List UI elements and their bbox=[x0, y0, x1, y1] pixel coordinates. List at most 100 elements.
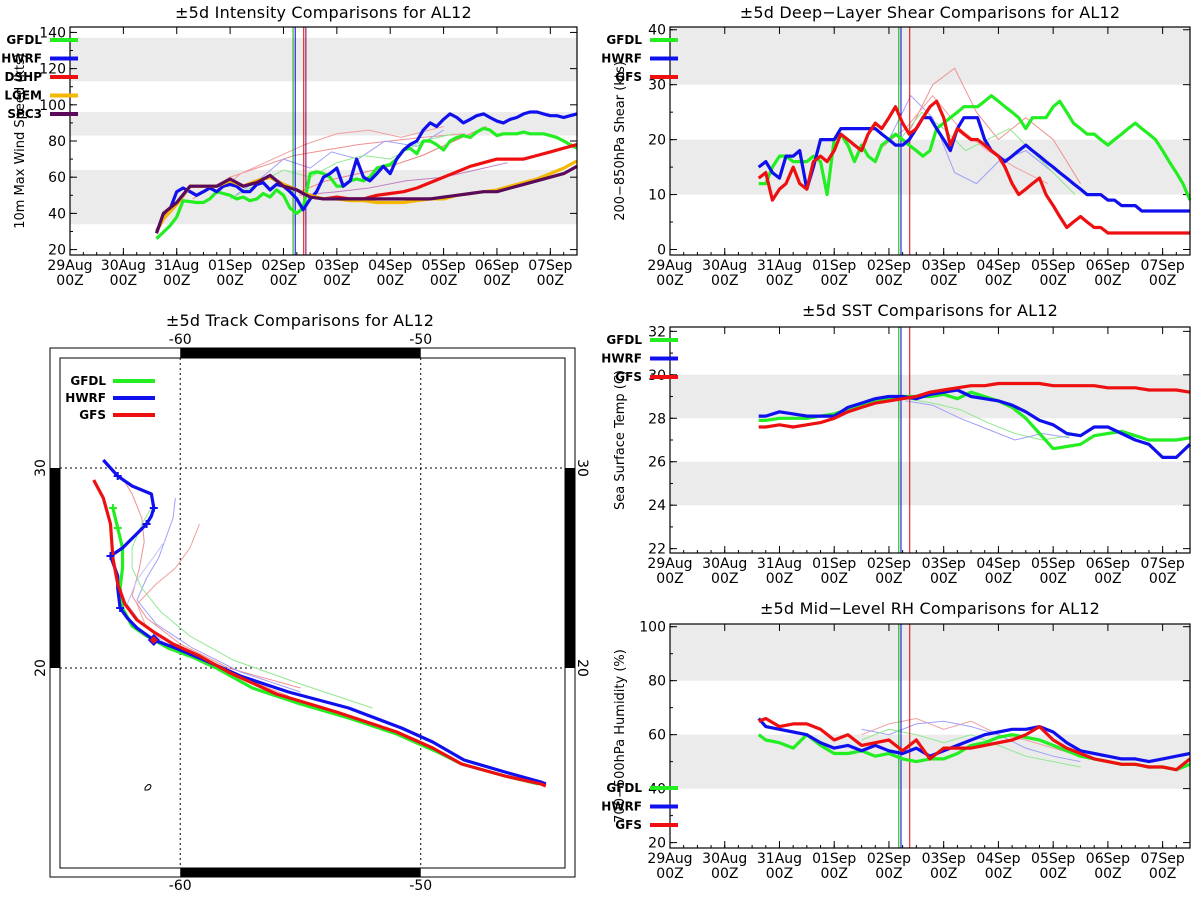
thin-track-line bbox=[122, 477, 301, 689]
y-tick-label: 80 bbox=[648, 674, 666, 690]
shaded-band bbox=[670, 461, 1190, 506]
thin-track-line bbox=[136, 497, 301, 693]
x-tick-label: 04Sep 00Z bbox=[976, 258, 1020, 289]
x-tick-label: 03Sep 00Z bbox=[315, 258, 359, 289]
x-tick-label: 29Aug 00Z bbox=[647, 556, 692, 587]
series-line-gfs bbox=[758, 381, 1191, 429]
plot-frame bbox=[69, 26, 578, 256]
plot-frame bbox=[669, 623, 1191, 849]
x-tick-label: 31Aug 00Z bbox=[154, 258, 199, 289]
x-tick-label: 01Sep 00Z bbox=[208, 258, 252, 289]
track-line-hwrf bbox=[102, 458, 547, 786]
legend-label: HWRF bbox=[1, 52, 42, 66]
y-axis-label: 200−850hPa Shear (kts) bbox=[613, 61, 628, 221]
plot-frame bbox=[669, 26, 1191, 256]
y-axis-label: Sea Surface Temp (C) bbox=[613, 370, 628, 510]
x-tick-label: 30Aug 00Z bbox=[101, 258, 146, 289]
x-tick-label: 05Sep 00Z bbox=[1031, 556, 1075, 587]
x-tick-label: 01Sep 00Z bbox=[812, 851, 856, 882]
map-border-bar-right bbox=[565, 468, 575, 668]
x-tick-label: 04Sep 00Z bbox=[368, 258, 412, 289]
x-tick-label: 05Sep 00Z bbox=[1031, 258, 1075, 289]
y-tick-label: 26 bbox=[648, 455, 666, 471]
series-line-gfdl bbox=[758, 94, 1192, 201]
thin-ensemble-line bbox=[213, 126, 444, 196]
thin-ensemble-line bbox=[905, 398, 1070, 441]
thin-ensemble-line bbox=[888, 94, 1054, 185]
y-tick-label: 120 bbox=[39, 62, 66, 78]
shaded-band bbox=[670, 624, 1190, 681]
series-line-hwrf bbox=[757, 116, 1190, 213]
track-position-marker bbox=[113, 472, 122, 480]
x-tick-label: 30Aug 00Z bbox=[702, 258, 747, 289]
track-position-marker bbox=[113, 524, 122, 532]
shaded-band bbox=[70, 37, 577, 82]
y-tick-label: 20 bbox=[648, 836, 666, 852]
latitude-label-right: 20 bbox=[574, 659, 590, 677]
chart-title: ±5d Mid−Level RH Comparisons for AL12 bbox=[760, 599, 1100, 618]
thin-ensemble-line bbox=[235, 129, 444, 196]
y-tick-label: 22 bbox=[648, 542, 666, 558]
x-tick-label: 06Sep 00Z bbox=[1086, 258, 1130, 289]
legend-label: HWRF bbox=[65, 391, 106, 405]
x-tick-label: 30Aug 00Z bbox=[702, 851, 747, 882]
chart-title: ±5d Intensity Comparisons for AL12 bbox=[175, 3, 472, 22]
series-line-spc3 bbox=[154, 164, 578, 234]
legend-label: GFDL bbox=[70, 374, 106, 388]
x-tick-label: 02Sep 00Z bbox=[867, 556, 911, 587]
thin-track-line bbox=[131, 507, 373, 709]
x-tick-label: 31Aug 00Z bbox=[757, 258, 802, 289]
x-tick-label: 07Sep 00Z bbox=[1141, 258, 1185, 289]
legend-label: GFS bbox=[615, 70, 642, 84]
track-position-marker bbox=[116, 604, 125, 612]
sst-chart-svg: ±5d SST Comparisons for AL12 Sea Surface … bbox=[601, 301, 1192, 587]
longitude-label-bottom: -60 bbox=[169, 878, 192, 894]
latitude-label-left: 20 bbox=[33, 659, 49, 677]
chart-title: ±5d SST Comparisons for AL12 bbox=[802, 301, 1058, 320]
series-line-gfs bbox=[757, 99, 1190, 235]
x-tick-label: 29Aug 00Z bbox=[47, 258, 92, 289]
thin-ensemble-line bbox=[861, 717, 1081, 757]
y-tick-label: 80 bbox=[48, 134, 66, 150]
legend-label: GFDL bbox=[606, 333, 642, 347]
track-line-gfs bbox=[92, 479, 547, 788]
legend-label: GFS bbox=[79, 408, 106, 422]
x-tick-label: 29Aug 00Z bbox=[647, 258, 692, 289]
thin-ensemble-line bbox=[905, 400, 1070, 441]
legend-label: GFDL bbox=[6, 33, 42, 47]
legend-label: GFS bbox=[615, 370, 642, 384]
y-tick-label: 140 bbox=[39, 25, 66, 41]
map-border-bar-left bbox=[50, 468, 60, 668]
series-line-hwrf bbox=[757, 717, 1191, 764]
y-tick-label: 40 bbox=[48, 206, 66, 222]
legend-label: HWRF bbox=[601, 52, 642, 66]
x-tick-label: 02Sep 00Z bbox=[867, 851, 911, 882]
y-tick-label: 24 bbox=[648, 498, 666, 514]
y-tick-label: 20 bbox=[48, 243, 66, 259]
longitude-label-top: -50 bbox=[409, 332, 432, 348]
legend-label: GFDL bbox=[606, 781, 642, 795]
series-line-gfdl bbox=[155, 126, 578, 240]
y-tick-label: 28 bbox=[648, 411, 666, 427]
legend-label: GFS bbox=[615, 818, 642, 832]
thin-ensemble-line bbox=[299, 162, 508, 196]
x-tick-label: 06Sep 00Z bbox=[475, 258, 519, 289]
rh-chart: ±5d Mid−Level RH Comparisons for AL12 700… bbox=[600, 596, 1200, 900]
series-line-hwrf bbox=[758, 388, 1192, 459]
track-chart-svg: ±5d Track Comparisons for AL12 -60 -60 -50 -… bbox=[33, 311, 590, 894]
legend-label: DSHP bbox=[5, 70, 43, 84]
x-tick-label: 07Sep 00Z bbox=[1141, 556, 1185, 587]
latitude-label-left: 30 bbox=[33, 459, 49, 477]
plot-frame bbox=[669, 326, 1191, 554]
latitude-label-right: 30 bbox=[574, 459, 590, 477]
y-tick-label: 60 bbox=[648, 728, 666, 744]
x-tick-label: 04Sep 00Z bbox=[976, 851, 1020, 882]
x-tick-label: 01Sep 00Z bbox=[812, 258, 856, 289]
x-tick-label: 30Aug 00Z bbox=[702, 556, 747, 587]
thin-ensemble-line bbox=[861, 728, 1081, 768]
shaded-band bbox=[670, 27, 1190, 85]
x-tick-label: 29Aug 00Z bbox=[647, 851, 692, 882]
x-tick-label: 03Sep 00Z bbox=[922, 556, 966, 587]
map-border-bar-bottom bbox=[180, 868, 421, 877]
x-tick-label: 07Sep 00Z bbox=[1141, 851, 1185, 882]
